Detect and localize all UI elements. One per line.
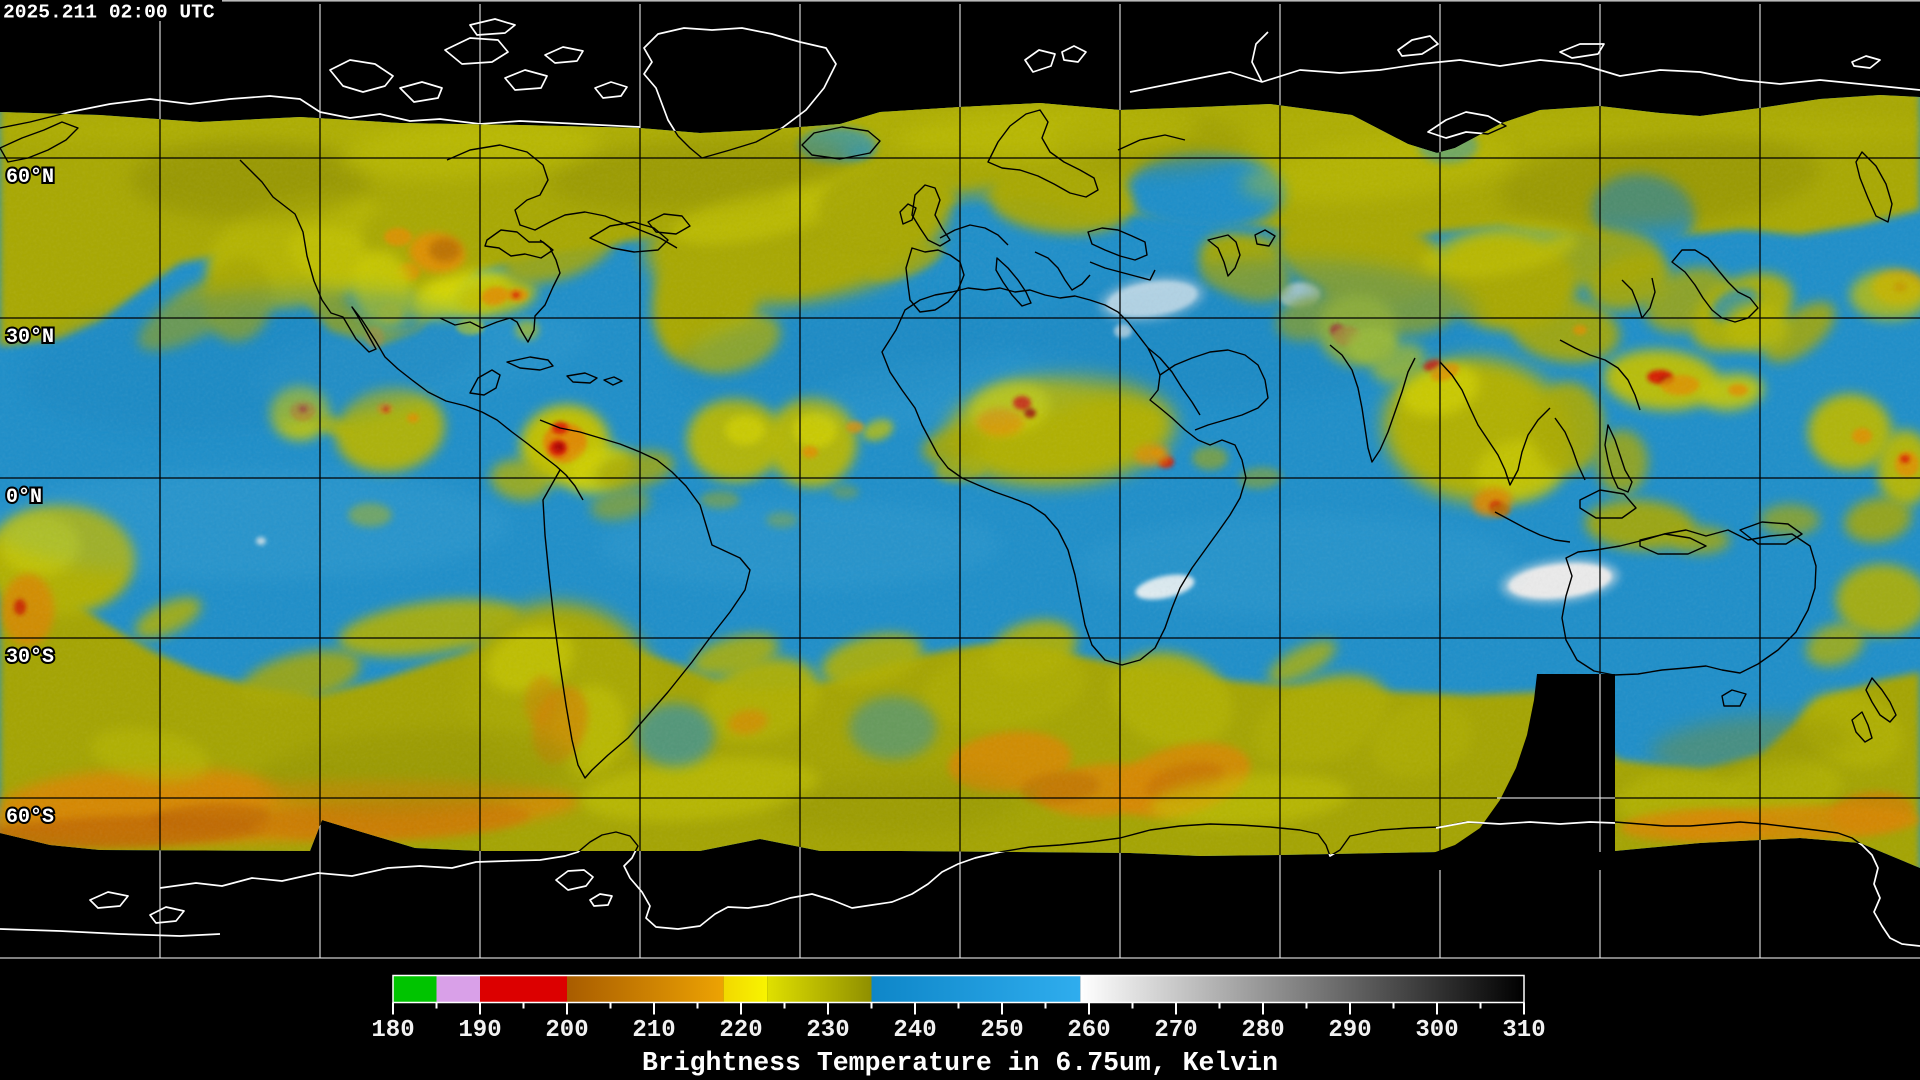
svg-text:30°N: 30°N: [6, 326, 54, 349]
svg-text:180: 180: [371, 1017, 414, 1044]
svg-text:0°N: 0°N: [6, 486, 42, 509]
svg-text:30°S: 30°S: [6, 646, 54, 669]
svg-text:2025.211 02:00 UTC: 2025.211 02:00 UTC: [3, 2, 215, 24]
svg-text:210: 210: [632, 1017, 675, 1044]
svg-text:230: 230: [806, 1017, 849, 1044]
svg-text:250: 250: [980, 1017, 1023, 1044]
svg-text:270: 270: [1154, 1017, 1197, 1044]
svg-text:200: 200: [545, 1017, 588, 1044]
svg-text:190: 190: [458, 1017, 501, 1044]
svg-text:Brightness Temperature in 6.75: Brightness Temperature in 6.75um, Kelvin: [642, 1048, 1278, 1078]
svg-text:60°S: 60°S: [6, 806, 54, 829]
svg-text:60°N: 60°N: [6, 166, 54, 189]
svg-text:240: 240: [893, 1017, 936, 1044]
svg-text:220: 220: [719, 1017, 762, 1044]
svg-text:300: 300: [1415, 1017, 1458, 1044]
svg-text:290: 290: [1328, 1017, 1371, 1044]
svg-text:310: 310: [1502, 1017, 1545, 1044]
svg-text:260: 260: [1067, 1017, 1110, 1044]
svg-text:280: 280: [1241, 1017, 1284, 1044]
